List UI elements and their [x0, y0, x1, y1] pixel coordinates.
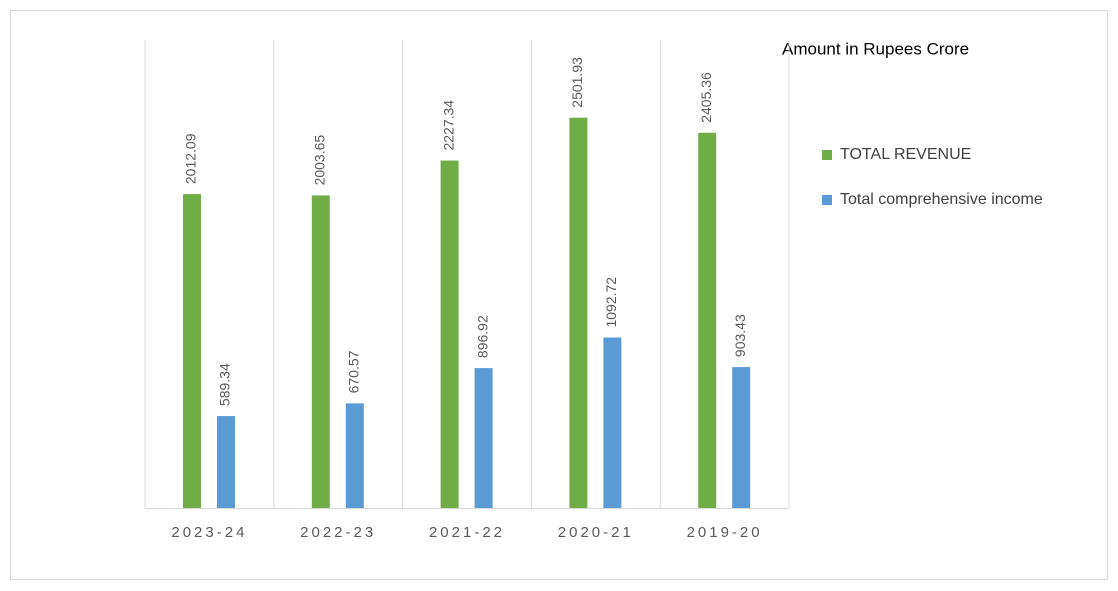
bar: [698, 132, 717, 508]
chart-border: [10, 10, 1108, 580]
data-label: 2012.09: [183, 133, 199, 184]
data-label: 589.34: [217, 363, 233, 406]
x-tick-label: 2023-24: [171, 524, 247, 541]
x-tick-label: 2019-20: [687, 524, 763, 541]
bar: [183, 194, 201, 508]
data-label: 2405.36: [698, 72, 714, 123]
legend-swatch: [822, 150, 832, 160]
x-tick-label: 2022-23: [300, 524, 376, 541]
bar: [217, 416, 235, 508]
data-label: 1092.72: [603, 277, 619, 328]
data-label: 903.43: [732, 314, 748, 357]
legend-label: TOTAL REVENUE: [840, 146, 971, 163]
data-label: 896.92: [474, 315, 490, 358]
bar: [603, 337, 622, 508]
bar: [732, 367, 751, 508]
bar: [345, 403, 364, 508]
bar: [311, 195, 330, 508]
x-tick-label: 2020-21: [558, 524, 634, 541]
data-label: 2003.65: [312, 135, 328, 186]
bar: [474, 368, 493, 508]
legend-swatch: [822, 195, 832, 205]
bar: [440, 160, 459, 508]
data-label: 670.57: [346, 350, 362, 393]
data-label: 2227.34: [440, 100, 456, 151]
data-label: 2501.93: [569, 57, 585, 108]
chart-title: Amount in Rupees Crore: [782, 39, 969, 58]
x-tick-label: 2021-22: [429, 524, 505, 541]
bar: [569, 117, 588, 509]
legend-label: Total comprehensive income: [840, 191, 1043, 208]
